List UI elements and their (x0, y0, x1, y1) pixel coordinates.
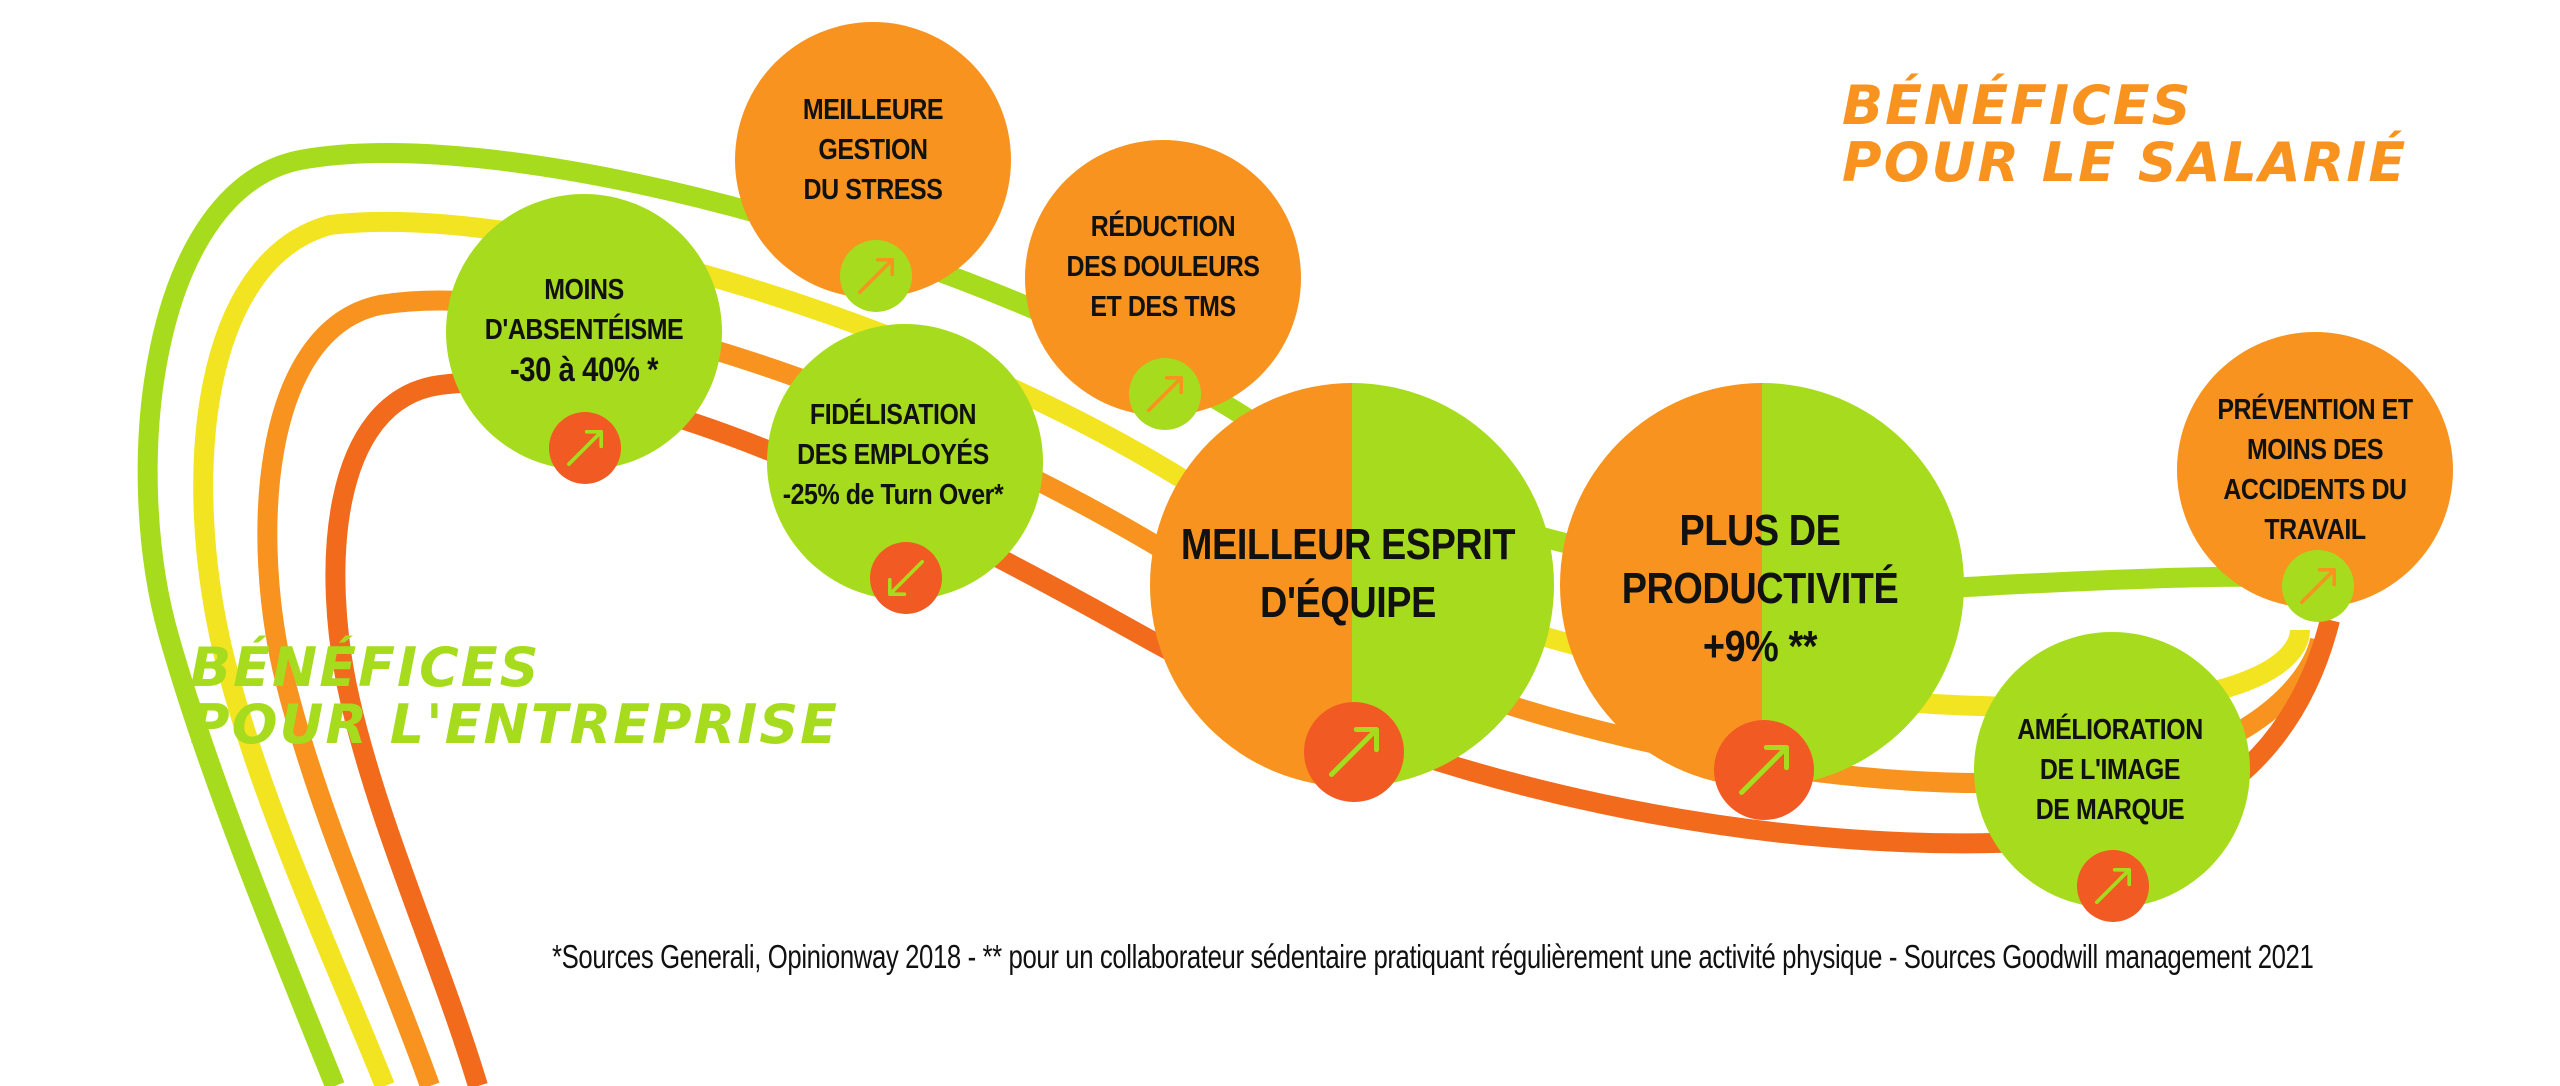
arrow-glyph-prevention (2300, 568, 2336, 604)
arrow-up-right-icon (549, 412, 621, 484)
circle-brand-image-label: AMÉLIORATION DE L'IMAGE DE MARQUE (1981, 710, 2239, 830)
circle-douleurs (1025, 140, 1301, 430)
absenteeism-line3: -30 à 40% * (509, 351, 659, 389)
arrow-glyph-productivite (1739, 745, 1789, 795)
circle-absenteeism-label: MOINS D'ABSENTÉISME -30 à 40% * (455, 270, 713, 390)
arrow-up-right-icon (1129, 358, 1201, 430)
circle-team-spirit-label: MEILLEUR ESPRIT D'ÉQUIPE (1159, 516, 1537, 632)
circle-absenteisme (446, 194, 722, 484)
pain-line2: DES DOULEURS (1066, 251, 1260, 283)
arrow-up-right-icon (1714, 720, 1814, 820)
team-spirit-line1: MEILLEUR ESPRIT (1180, 520, 1516, 569)
sources-footnote: *Sources Generali, Opinionway 2018 - ** … (552, 938, 2314, 975)
arrow-up-right-icon (1304, 702, 1404, 802)
heading-company-line1: BÉNÉFICES (190, 636, 541, 699)
stress-line1: MEILLEURE (802, 94, 944, 126)
circle-fidelisation (767, 324, 1043, 614)
prevention-line1: PRÉVENTION ET (2217, 394, 2413, 426)
circle-productivity-label: PLUS DE PRODUCTIVITÉ +9% ** (1571, 502, 1949, 676)
brand-image-line2: DE L'IMAGE (2039, 754, 2181, 786)
pain-line3: ET DES TMS (1090, 291, 1236, 323)
team-spirit-line2: D'ÉQUIPE (1260, 578, 1436, 627)
absenteeism-line1: MOINS (544, 274, 624, 306)
circle-retention-label: FIDÉLISATION DES EMPLOYÉS -25% de Turn O… (755, 395, 1030, 515)
circle-absenteisme-disc (446, 194, 722, 470)
circle-prevention (2177, 332, 2453, 622)
heading-company-line2: POUR L'ENTREPRISE (190, 692, 840, 756)
absenteeism-line2: D'ABSENTÉISME (484, 314, 684, 346)
arrow-glyph-douleurs (1147, 376, 1183, 412)
circle-prevention-disc (2177, 332, 2453, 608)
arrow-glyph-fidelisation (888, 560, 924, 596)
prevention-line2: MOINS DES (2246, 434, 2384, 466)
circle-fidelisation-disc (767, 324, 1043, 600)
circle-image-disc (1974, 632, 2250, 908)
circle-stress (735, 22, 1011, 312)
arrow-up-right-icon (2077, 850, 2149, 922)
circles-layer (446, 22, 2453, 922)
circle-image (1974, 632, 2250, 922)
brand-image-line1: AMÉLIORATION (2017, 714, 2203, 746)
stress-line2: GESTION (818, 134, 928, 166)
heading-employee-line1: BÉNÉFICES (1842, 74, 2193, 137)
circle-douleurs-disc (1025, 140, 1301, 416)
stress-line3: DU STRESS (803, 174, 943, 206)
arrow-glyph-esprit (1329, 727, 1379, 777)
heading-benefits-company: BÉNÉFICES POUR L'ENTREPRISE (190, 636, 840, 756)
prevention-line3: ACCIDENTS DU (2223, 474, 2407, 506)
arrow-down-left-icon (870, 542, 942, 614)
circle-stress-label: MEILLEURE GESTION DU STRESS (744, 90, 1002, 210)
circle-stress-disc (735, 22, 1011, 298)
productivity-line2: PRODUCTIVITÉ (1621, 564, 1899, 613)
pain-line1: RÉDUCTION (1090, 211, 1236, 243)
productivity-line3: +9% ** (1702, 622, 1818, 671)
productivity-line1: PLUS DE (1679, 506, 1841, 555)
arrow-glyph-stress (858, 258, 894, 294)
circle-prevention-label: PRÉVENTION ET MOINS DES ACCIDENTS DU TRA… (2186, 390, 2444, 550)
arrow-glyph-image (2095, 868, 2131, 904)
retention-line2: DES EMPLOYÉS (797, 439, 989, 471)
retention-line3: -25% de Turn Over* (782, 479, 1004, 511)
arrow-up-right-icon (2282, 550, 2354, 622)
heading-benefits-employee: BÉNÉFICES POUR LE SALARIÉ (1842, 74, 2408, 194)
circle-pain-label: RÉDUCTION DES DOULEURS ET DES TMS (1034, 207, 1292, 327)
retention-line1: FIDÉLISATION (809, 399, 977, 431)
arrow-up-right-icon (840, 240, 912, 312)
arrow-glyph-absenteisme (567, 430, 603, 466)
prevention-line4: TRAVAIL (2264, 514, 2366, 546)
heading-employee-line2: POUR LE SALARIÉ (1842, 130, 2408, 194)
brand-image-line3: DE MARQUE (2035, 794, 2185, 826)
